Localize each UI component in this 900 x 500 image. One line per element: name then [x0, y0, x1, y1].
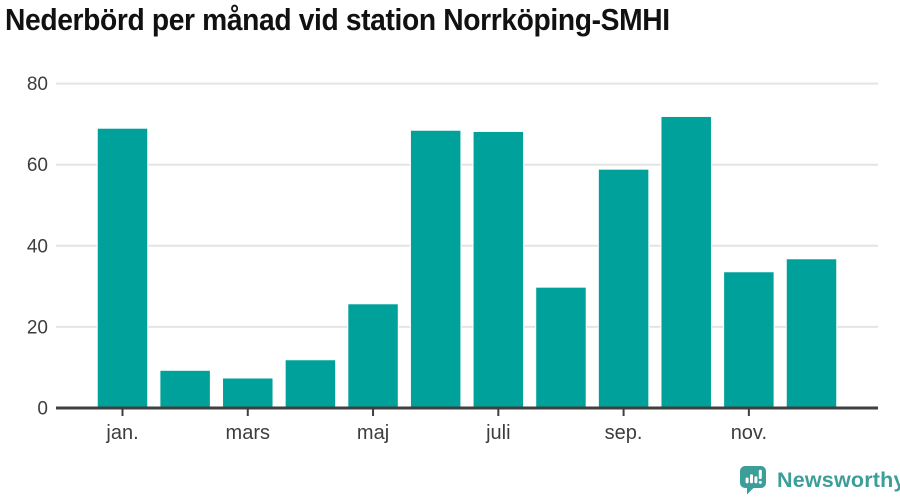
bar — [347, 303, 399, 409]
newsworthy-branding: Newsworthy — [737, 463, 900, 497]
y-tick-label: 40 — [27, 236, 48, 257]
chart-title: Nederbörd per månad vid station Norrköpi… — [5, 2, 670, 37]
bar — [159, 369, 211, 409]
bar — [723, 271, 775, 409]
bar — [535, 286, 587, 409]
y-tick-label: 20 — [27, 317, 48, 338]
bar — [409, 129, 462, 409]
newsworthy-logo-icon — [740, 466, 766, 495]
x-tick-label: maj — [357, 422, 389, 444]
bar-chart-canvas: 0 20 40 60 80 jan. mars maj juli sep. nov. — [27, 74, 878, 444]
bar — [222, 377, 274, 409]
bar — [785, 258, 838, 409]
bar — [660, 115, 712, 409]
x-tick-label: sep. — [605, 422, 643, 444]
x-tick-label: nov. — [731, 422, 767, 444]
bar — [472, 130, 525, 409]
bar — [284, 359, 337, 409]
x-tick-label: juli — [485, 422, 510, 444]
x-tick-label: jan. — [105, 422, 138, 444]
y-tick-label: 0 — [37, 399, 48, 420]
y-tick-label: 80 — [27, 74, 48, 95]
precipitation-bar-chart: 0 20 40 60 80 jan. mars maj juli sep. nov. — [0, 60, 900, 460]
y-tick-label: 60 — [27, 155, 48, 176]
newsworthy-logo-text: Newsworthy — [777, 467, 900, 492]
bar — [96, 127, 149, 409]
x-tick-label: mars — [226, 422, 270, 444]
bar — [597, 168, 650, 409]
